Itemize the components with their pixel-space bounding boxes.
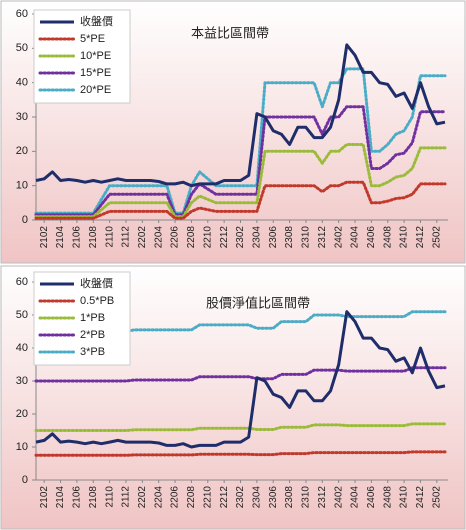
x-tick-label: 2412 [415,486,426,509]
x-tick-label: 2406 [366,226,377,249]
x-tick-label: 2412 [415,226,426,249]
legend-label: 0.5*PB [80,295,114,307]
x-tick-label: 2212 [219,486,230,509]
x-tick-label: 2106 [72,486,83,509]
x-tick-label: 2408 [382,226,393,249]
x-tick-label: 2102 [39,226,50,249]
x-tick-label: 2312 [317,486,328,509]
x-tick-label: 2310 [301,226,312,249]
legend-label: 20*PE [80,84,111,96]
legend-label: 15*PE [80,67,111,79]
y-tick-label: 10 [16,180,28,192]
x-tick-label: 2108 [88,486,99,509]
legend-label: 1*PB [80,312,105,324]
x-tick-label: 2402 [333,226,344,249]
y-tick-label: 30 [16,375,28,387]
y-tick-label: 50 [16,42,28,54]
x-tick-label: 2110 [104,486,115,508]
y-tick-label: 0 [22,474,28,486]
series-line [35,43,446,188]
series-line [34,105,447,217]
series-line [35,310,446,449]
x-tick-label: 2502 [431,486,442,509]
legend-label: 3*PB [80,346,105,358]
x-tick-label: 2302 [235,486,246,509]
legend-label: 收盤價 [80,14,113,28]
x-tick-label: 2406 [366,486,377,509]
x-tick-label: 2310 [301,486,312,509]
x-tick-label: 2308 [284,226,295,249]
x-tick-label: 2104 [55,486,66,509]
series-line [34,180,447,220]
x-tick-label: 2202 [137,226,148,249]
y-tick-label: 20 [16,145,28,157]
x-tick-label: 2208 [186,226,197,249]
x-tick-label: 2308 [284,486,295,509]
legend-label: 2*PB [80,329,105,341]
x-tick-label: 2410 [399,226,410,249]
x-tick-label: 2208 [186,486,197,509]
x-tick-label: 2402 [333,486,344,509]
series-line [34,450,447,457]
y-tick-label: 0 [22,214,28,226]
x-tick-label: 2108 [88,226,99,249]
x-tick-label: 2204 [153,226,164,249]
x-tick-label: 2304 [252,226,263,249]
x-tick-label: 2204 [153,486,164,509]
series-line [34,422,447,432]
y-tick-label: 40 [16,77,28,89]
x-tick-label: 2202 [137,486,148,509]
y-tick-label: 60 [16,8,28,20]
x-tick-label: 2102 [39,486,50,509]
x-tick-label: 2210 [202,226,213,249]
x-tick-label: 2112 [121,486,132,508]
x-tick-label: 2306 [268,226,279,249]
x-tick-label: 2112 [121,226,132,248]
series-line [34,366,447,383]
y-tick-label: 20 [16,408,28,420]
x-tick-label: 2404 [350,486,361,509]
x-tick-label: 2312 [317,226,328,249]
x-tick-label: 2302 [235,226,246,249]
x-tick-label: 2104 [55,226,66,249]
x-tick-label: 2304 [252,486,263,509]
series-line [34,67,447,215]
chart-title: 本益比區間帶 [191,25,269,40]
legend-label: 收盤價 [80,276,113,290]
x-tick-label: 2410 [399,486,410,509]
y-tick-label: 50 [16,309,28,321]
chart-title: 股價淨值比區間帶 [206,295,310,310]
x-tick-label: 2206 [170,226,181,249]
x-tick-label: 2206 [170,486,181,509]
x-tick-label: 2110 [104,226,115,248]
series-line [34,143,447,219]
x-tick-label: 2306 [268,486,279,509]
x-tick-label: 2210 [202,486,213,509]
x-tick-label: 2408 [382,486,393,509]
x-tick-label: 2212 [219,226,230,249]
legend-label: 10*PE [80,50,111,62]
x-tick-label: 2106 [72,226,83,249]
legend-label: 5*PE [80,33,105,45]
y-tick-label: 40 [16,342,28,354]
y-tick-label: 30 [16,111,28,123]
x-tick-label: 2404 [350,226,361,249]
y-tick-label: 60 [16,276,28,288]
x-tick-label: 2502 [431,226,442,249]
y-tick-label: 10 [16,441,28,453]
